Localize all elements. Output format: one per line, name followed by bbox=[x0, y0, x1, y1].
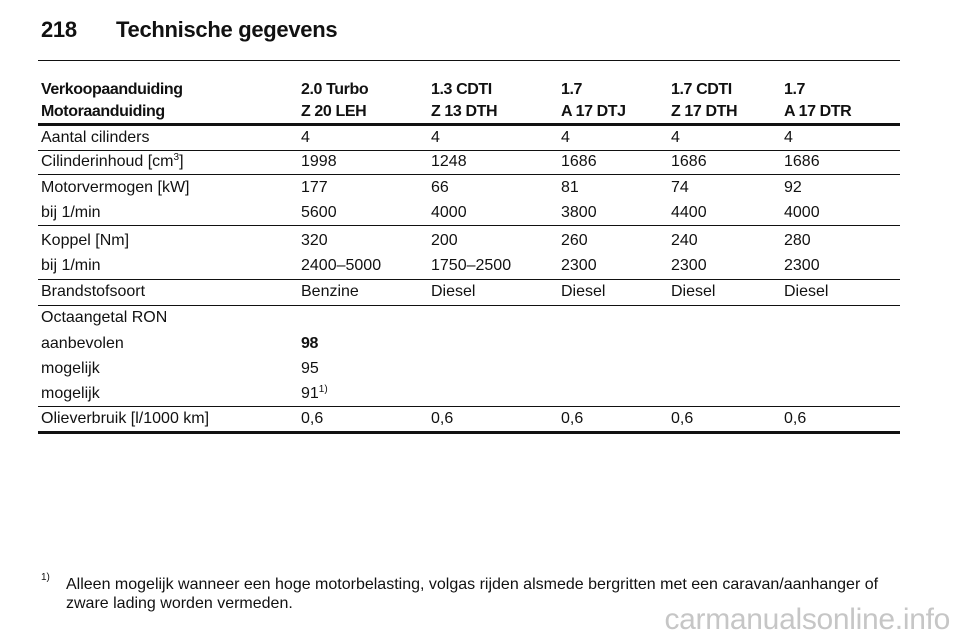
table-cell: 3800 bbox=[561, 204, 597, 221]
table-cell: 0,6 bbox=[671, 410, 694, 427]
table-cell: 911) bbox=[301, 384, 328, 404]
table-cell: 2300 bbox=[784, 257, 820, 274]
table-cell: 1750–2500 bbox=[431, 257, 512, 274]
header-sales-label: Verkoopaanduiding bbox=[41, 81, 183, 98]
row-divider bbox=[38, 225, 900, 226]
table-cell: 2300 bbox=[671, 257, 707, 274]
table-cell: 0,6 bbox=[301, 410, 324, 427]
row-divider bbox=[38, 150, 900, 151]
table-cell: 4 bbox=[671, 129, 680, 146]
watermark: carmanualsonline.info bbox=[664, 603, 950, 636]
table-cell: 280 bbox=[784, 232, 811, 249]
row-label-octane: Octaangetal RON bbox=[41, 309, 168, 326]
table-cell: Diesel bbox=[431, 283, 476, 300]
table-cell: 95 bbox=[301, 360, 319, 377]
row-label-cylinders: Aantal cilinders bbox=[41, 129, 150, 146]
row-divider bbox=[38, 406, 900, 407]
table-cell: 4000 bbox=[431, 204, 467, 221]
row-label-recommended: aanbevolen bbox=[41, 335, 124, 352]
table-cell: 66 bbox=[431, 179, 449, 196]
row-label-displacement: Cilinderinhoud [cm3] bbox=[41, 152, 184, 172]
table-cell: 1686 bbox=[784, 153, 820, 170]
page-title: Technische gegevens bbox=[116, 17, 338, 42]
page-number: 218 bbox=[41, 17, 77, 42]
table-cell: 1686 bbox=[561, 153, 597, 170]
row-label-possible: mogelijk bbox=[41, 385, 100, 402]
table-cell: 5600 bbox=[301, 204, 337, 221]
table-cell: 320 bbox=[301, 232, 328, 249]
table-cell: 74 bbox=[671, 179, 689, 196]
table-cell: 81 bbox=[561, 179, 579, 196]
table-cell: 4 bbox=[784, 129, 793, 146]
header-divider bbox=[38, 123, 900, 126]
cell-text: 91 bbox=[301, 385, 319, 402]
label-suffix: ] bbox=[179, 153, 184, 170]
row-label-torque: Koppel [Nm] bbox=[41, 232, 130, 249]
table-cell: 4000 bbox=[784, 204, 820, 221]
row-label-fuel: Brandstofsoort bbox=[41, 283, 146, 300]
header-col-1: 2.0 Turbo bbox=[301, 81, 369, 98]
engine-code-1: Z 20 LEH bbox=[301, 103, 367, 120]
label-text: Cilinderinhoud [cm bbox=[41, 153, 174, 170]
table-cell: 98 bbox=[301, 335, 318, 352]
table-cell: 2400–5000 bbox=[301, 257, 382, 274]
engine-code-3: A 17 DTJ bbox=[561, 103, 626, 120]
engine-code-5: A 17 DTR bbox=[784, 103, 852, 120]
row-label-possible: mogelijk bbox=[41, 360, 100, 377]
table-cell: 92 bbox=[784, 179, 802, 196]
table-cell: 177 bbox=[301, 179, 328, 196]
engine-code-4: Z 17 DTH bbox=[671, 103, 738, 120]
row-label-power: Motorvermogen [kW] bbox=[41, 179, 190, 196]
table-cell: 0,6 bbox=[431, 410, 454, 427]
row-divider bbox=[38, 305, 900, 306]
header-col-3: 1.7 bbox=[561, 81, 583, 98]
table-cell: Benzine bbox=[301, 283, 359, 300]
table-cell: 260 bbox=[561, 232, 588, 249]
table-cell: 4 bbox=[561, 129, 570, 146]
superscript: 3 bbox=[173, 152, 180, 163]
footnote-ref: 1) bbox=[318, 384, 328, 395]
table-cell: 200 bbox=[431, 232, 458, 249]
table-cell: 4400 bbox=[671, 204, 707, 221]
header-engine-label: Motoraanduiding bbox=[41, 103, 165, 120]
header-col-2: 1.3 CDTI bbox=[431, 81, 492, 98]
footnote-mark: 1) bbox=[41, 572, 50, 583]
row-label-power-rpm: bij 1/min bbox=[41, 204, 101, 221]
table-cell: Diesel bbox=[671, 283, 716, 300]
row-divider bbox=[38, 174, 900, 175]
table-cell: 2300 bbox=[561, 257, 597, 274]
table-cell: 1998 bbox=[301, 153, 337, 170]
table-cell: 4 bbox=[301, 129, 310, 146]
table-cell: 0,6 bbox=[784, 410, 807, 427]
table-cell: 1686 bbox=[671, 153, 707, 170]
table-bottom-divider bbox=[38, 431, 900, 434]
table-cell: 0,6 bbox=[561, 410, 584, 427]
row-divider bbox=[38, 279, 900, 280]
header-col-4: 1.7 CDTI bbox=[671, 81, 732, 98]
table-cell: Diesel bbox=[784, 283, 829, 300]
header-col-5: 1.7 bbox=[784, 81, 806, 98]
engine-code-2: Z 13 DTH bbox=[431, 103, 498, 120]
footnote-text: Alleen mogelijk wanneer een hoge motorbe… bbox=[66, 576, 879, 612]
table-cell: 240 bbox=[671, 232, 698, 249]
table-cell: 1248 bbox=[431, 153, 467, 170]
top-divider bbox=[38, 60, 900, 61]
row-label-oil: Olieverbruik [l/1000 km] bbox=[41, 410, 210, 427]
row-label-torque-rpm: bij 1/min bbox=[41, 257, 101, 274]
table-cell: Diesel bbox=[561, 283, 606, 300]
table-cell: 4 bbox=[431, 129, 440, 146]
